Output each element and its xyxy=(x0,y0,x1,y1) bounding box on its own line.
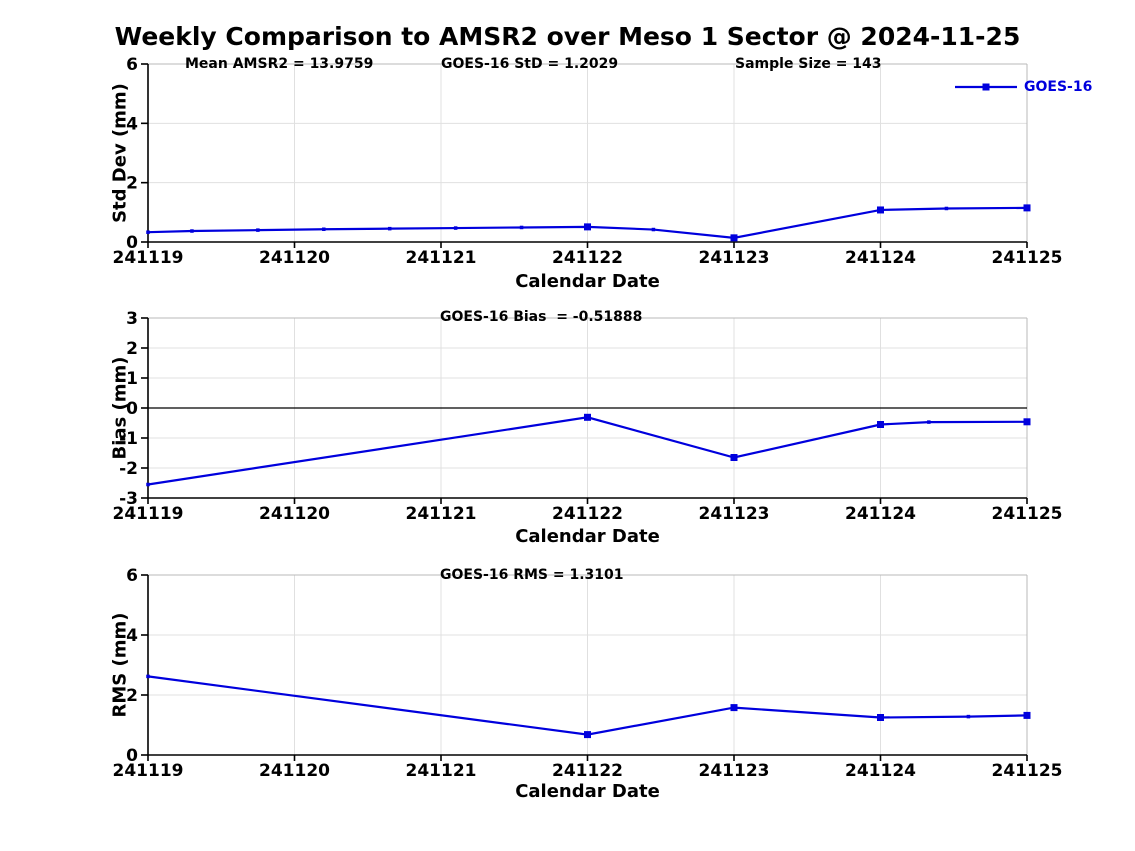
x-tick-label: 241120 xyxy=(259,504,330,524)
legend-marker xyxy=(982,83,990,91)
data-point-marker xyxy=(730,234,738,242)
x-tick-label: 241125 xyxy=(992,504,1063,524)
data-point-marker xyxy=(146,482,150,487)
x-tick-label: 241121 xyxy=(406,761,477,781)
y-tick-label: 2 xyxy=(126,339,138,359)
annotation-sample-size: Sample Size = 143 xyxy=(735,56,882,72)
y-tick-label: 6 xyxy=(126,566,138,586)
xlabel-bias: Calendar Date xyxy=(515,526,660,547)
x-tick-label: 241123 xyxy=(699,504,770,524)
y-tick-label: 0 xyxy=(126,746,138,766)
figure-title: Weekly Comparison to AMSR2 over Meso 1 S… xyxy=(114,22,1021,51)
annotation-mean-amsr2: Mean AMSR2 = 13.9759 xyxy=(185,56,374,72)
y-tick-label: -1 xyxy=(119,429,138,449)
data-point-marker xyxy=(322,227,326,231)
legend-line-sample xyxy=(955,83,1017,91)
data-point-marker xyxy=(730,454,738,461)
y-tick-label: 3 xyxy=(126,309,138,329)
xlabel-std-dev: Calendar Date xyxy=(515,271,660,292)
x-tick-label: 241121 xyxy=(406,248,477,268)
data-point-marker xyxy=(944,206,949,211)
y-tick-label: 4 xyxy=(126,114,138,134)
x-tick-label: 241121 xyxy=(406,504,477,524)
data-point-marker xyxy=(966,714,971,719)
x-tick-label: 241120 xyxy=(259,248,330,268)
data-point-marker xyxy=(584,413,591,421)
ylabel-rms: RMS (mm) xyxy=(109,612,131,718)
data-point-marker xyxy=(651,227,656,232)
x-tick-label: 241119 xyxy=(113,248,184,268)
annotation-goes-bias: GOES-16 Bias = -0.51888 xyxy=(440,309,643,325)
data-point-marker xyxy=(256,228,260,232)
data-point-marker xyxy=(146,230,150,234)
legend-label: GOES-16 xyxy=(1024,79,1093,95)
x-tick-label: 241123 xyxy=(699,248,770,268)
annotation-goes-rms: GOES-16 RMS = 1.3101 xyxy=(440,567,624,583)
x-tick-label: 241122 xyxy=(552,248,623,268)
x-tick-label: 241122 xyxy=(552,761,623,781)
data-point-marker xyxy=(519,225,524,230)
x-tick-label: 241125 xyxy=(992,248,1063,268)
data-point-marker xyxy=(387,226,392,231)
ylabel-std-dev: Std Dev (mm) xyxy=(109,83,131,223)
data-point-marker xyxy=(146,674,150,679)
x-tick-label: 241120 xyxy=(259,761,330,781)
data-point-marker xyxy=(927,420,931,424)
data-point-marker xyxy=(877,206,884,214)
legend: GOES-16 xyxy=(953,79,1092,95)
data-point-marker xyxy=(190,229,194,233)
series-line-GOES-16 xyxy=(147,416,1028,486)
y-tick-label: 2 xyxy=(126,174,138,194)
y-tick-label: 4 xyxy=(126,626,138,646)
x-tick-label: 241125 xyxy=(992,761,1063,781)
data-point-marker xyxy=(877,714,884,721)
x-tick-label: 241124 xyxy=(845,248,916,268)
data-point-marker xyxy=(877,421,884,428)
data-point-marker xyxy=(730,704,738,712)
x-tick-label: 241122 xyxy=(552,504,623,524)
chart-rms: 241119 241120 241121 241122 241123 241124 2411… xyxy=(113,566,1063,781)
x-tick-label: 241119 xyxy=(113,761,184,781)
x-tick-label: 241124 xyxy=(845,504,916,524)
y-tick-label: 2 xyxy=(126,686,138,706)
y-tick-label: 1 xyxy=(126,369,138,389)
chart-std-dev: 241119 241120 241121 241122 241123 241124 2411… xyxy=(113,55,1063,268)
series-line-GOES-16 xyxy=(147,675,1028,736)
data-point-marker xyxy=(1023,418,1031,426)
y-tick-label: -3 xyxy=(119,489,138,509)
x-tick-label: 241119 xyxy=(113,504,184,524)
x-tick-label: 241124 xyxy=(845,761,916,781)
data-point-marker xyxy=(453,226,458,230)
chart-bias: 241119 241120 241121 241122 241123 241124 2411… xyxy=(113,309,1063,524)
y-tick-label: 0 xyxy=(126,233,138,253)
data-point-marker xyxy=(584,731,591,739)
annotation-goes-std: GOES-16 StD = 1.2029 xyxy=(441,56,619,72)
y-tick-label: 0 xyxy=(126,399,138,419)
data-point-marker xyxy=(1023,711,1031,719)
x-tick-label: 241123 xyxy=(699,761,770,781)
y-tick-label: -2 xyxy=(119,459,138,479)
ylabel-bias: Bias (mm) xyxy=(109,356,131,460)
xlabel-rms: Calendar Date xyxy=(515,781,660,802)
data-point-marker xyxy=(1023,204,1031,212)
data-point-marker xyxy=(584,223,591,231)
y-tick-label: 6 xyxy=(126,55,138,75)
